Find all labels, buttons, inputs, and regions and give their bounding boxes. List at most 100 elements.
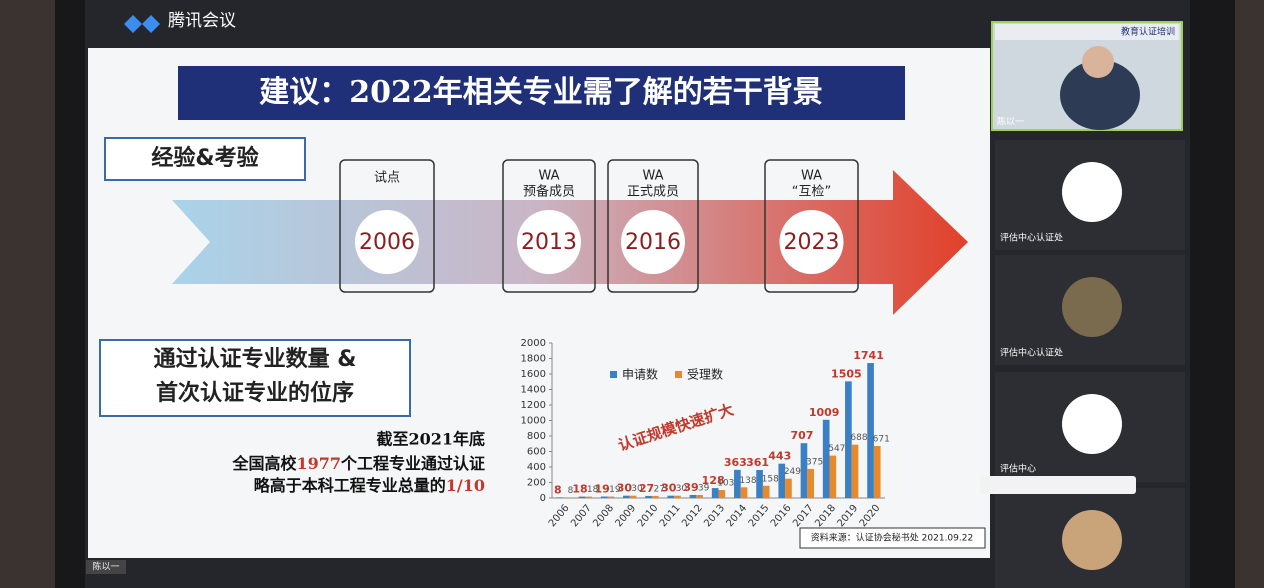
- value-label: 128: [702, 474, 725, 487]
- bar: [762, 485, 770, 498]
- bar: [585, 496, 592, 498]
- participant-name: 陈以一: [997, 116, 1024, 128]
- bar: [629, 495, 637, 498]
- slide: [88, 48, 990, 558]
- bar: [845, 381, 852, 498]
- y-tick-label: 1600: [521, 369, 546, 380]
- milestone-circle: [621, 210, 685, 274]
- bar: [822, 419, 830, 498]
- milestone-label: 试点: [374, 171, 400, 186]
- bar: [851, 444, 859, 498]
- value-label: 30: [631, 484, 643, 494]
- speaker-tag: [86, 560, 126, 574]
- value-label: 27: [654, 484, 665, 494]
- milestone-year: 2023: [784, 230, 840, 255]
- milestone-circle: [355, 210, 419, 274]
- slide-title-bar: [178, 66, 905, 120]
- value-label: 27: [639, 482, 654, 495]
- face: [1082, 46, 1114, 78]
- legend-label: 受理数: [687, 367, 723, 382]
- y-tick-label: 600: [527, 447, 546, 458]
- note-line: 略高于本科工程专业总量的1/10: [254, 476, 485, 495]
- bar: [778, 463, 786, 498]
- bar: [829, 455, 837, 498]
- y-tick-label: 0: [540, 493, 546, 504]
- y-tick-label: 1200: [521, 400, 546, 411]
- value-label: 361: [746, 456, 769, 469]
- milestone-circle: [779, 210, 844, 274]
- milestone-year: 2006: [359, 230, 415, 255]
- milestone-label: 正式成员: [627, 185, 679, 200]
- bar: [600, 496, 608, 498]
- legend-swatch: [675, 371, 682, 378]
- value-label: 547: [828, 444, 845, 454]
- bar: [645, 495, 652, 498]
- section-title: 经验&考验: [151, 145, 258, 171]
- value-label: 671: [873, 434, 890, 444]
- bar: [623, 495, 630, 498]
- value-label: 1009: [809, 406, 840, 419]
- participant-name: 评估中心: [1000, 463, 1036, 475]
- y-tick-label: 1800: [521, 354, 546, 365]
- bar: [578, 496, 586, 498]
- value-label: 8: [568, 486, 574, 496]
- milestone-year: 2016: [625, 230, 681, 255]
- milestone-label: “互检”: [792, 185, 831, 200]
- bar: [607, 496, 615, 498]
- value-label: 707: [790, 429, 813, 442]
- bar: [740, 487, 748, 498]
- value-label: 39: [698, 483, 710, 493]
- text: 个工程专业通过认证: [340, 454, 485, 473]
- video-banner: [995, 24, 1179, 40]
- legend-label: 申请数: [622, 367, 658, 382]
- y-tick-label: 1400: [521, 385, 546, 396]
- bar: [718, 490, 726, 498]
- milestone-box: [502, 159, 596, 293]
- bar: [807, 468, 814, 498]
- y-tick-label: 400: [527, 462, 546, 473]
- value-label: 443: [768, 450, 791, 463]
- avatar: [1062, 510, 1122, 570]
- participant-name: 评估中心认证处: [1000, 232, 1063, 244]
- legend-swatch: [610, 371, 617, 378]
- value-label: 30: [676, 484, 688, 494]
- bar: [556, 497, 564, 498]
- bar: [734, 469, 741, 498]
- value-label: 688: [850, 433, 867, 443]
- bar: [689, 494, 697, 498]
- y-tick-label: 800: [527, 431, 546, 442]
- highlight: 1977: [296, 454, 341, 473]
- app-name: 腾讯会议: [168, 11, 236, 31]
- note-line: 全国高校1977个工程专业通过认证: [231, 454, 485, 473]
- avatar: [1062, 277, 1122, 337]
- bar: [674, 495, 681, 498]
- video-banner-text: 教育认证培训: [1121, 26, 1175, 38]
- value-label: 375: [806, 457, 823, 467]
- bar: [800, 443, 808, 498]
- value-label: 1505: [831, 367, 862, 380]
- bar: [696, 494, 703, 498]
- value-label: 103: [717, 479, 734, 489]
- bar: [785, 478, 792, 498]
- toolbar[interactable]: [980, 476, 1136, 494]
- logo: [124, 15, 160, 33]
- speaker-name: 陈以一: [92, 561, 119, 573]
- text: 略高于本科工程专业总量的: [254, 476, 446, 495]
- value-label: 249: [784, 467, 801, 477]
- section-title: 通过认证专业数量 &: [154, 346, 357, 372]
- value-label: 19: [595, 483, 610, 496]
- text: 全国高校: [231, 454, 297, 473]
- slide-title: 建议：2022年相关专业需了解的若干背景: [259, 75, 823, 110]
- bar: [651, 495, 659, 498]
- value-label: 30: [661, 482, 677, 495]
- value-label: 138: [739, 476, 756, 486]
- value-label: 18: [572, 483, 587, 496]
- source: 资料来源：认证协会秘书处 2021.09.22: [811, 532, 973, 544]
- value-label: 39: [683, 481, 698, 494]
- person: [1060, 60, 1140, 130]
- y-tick-label: 2000: [521, 338, 546, 349]
- highlight: 1/10: [446, 476, 485, 495]
